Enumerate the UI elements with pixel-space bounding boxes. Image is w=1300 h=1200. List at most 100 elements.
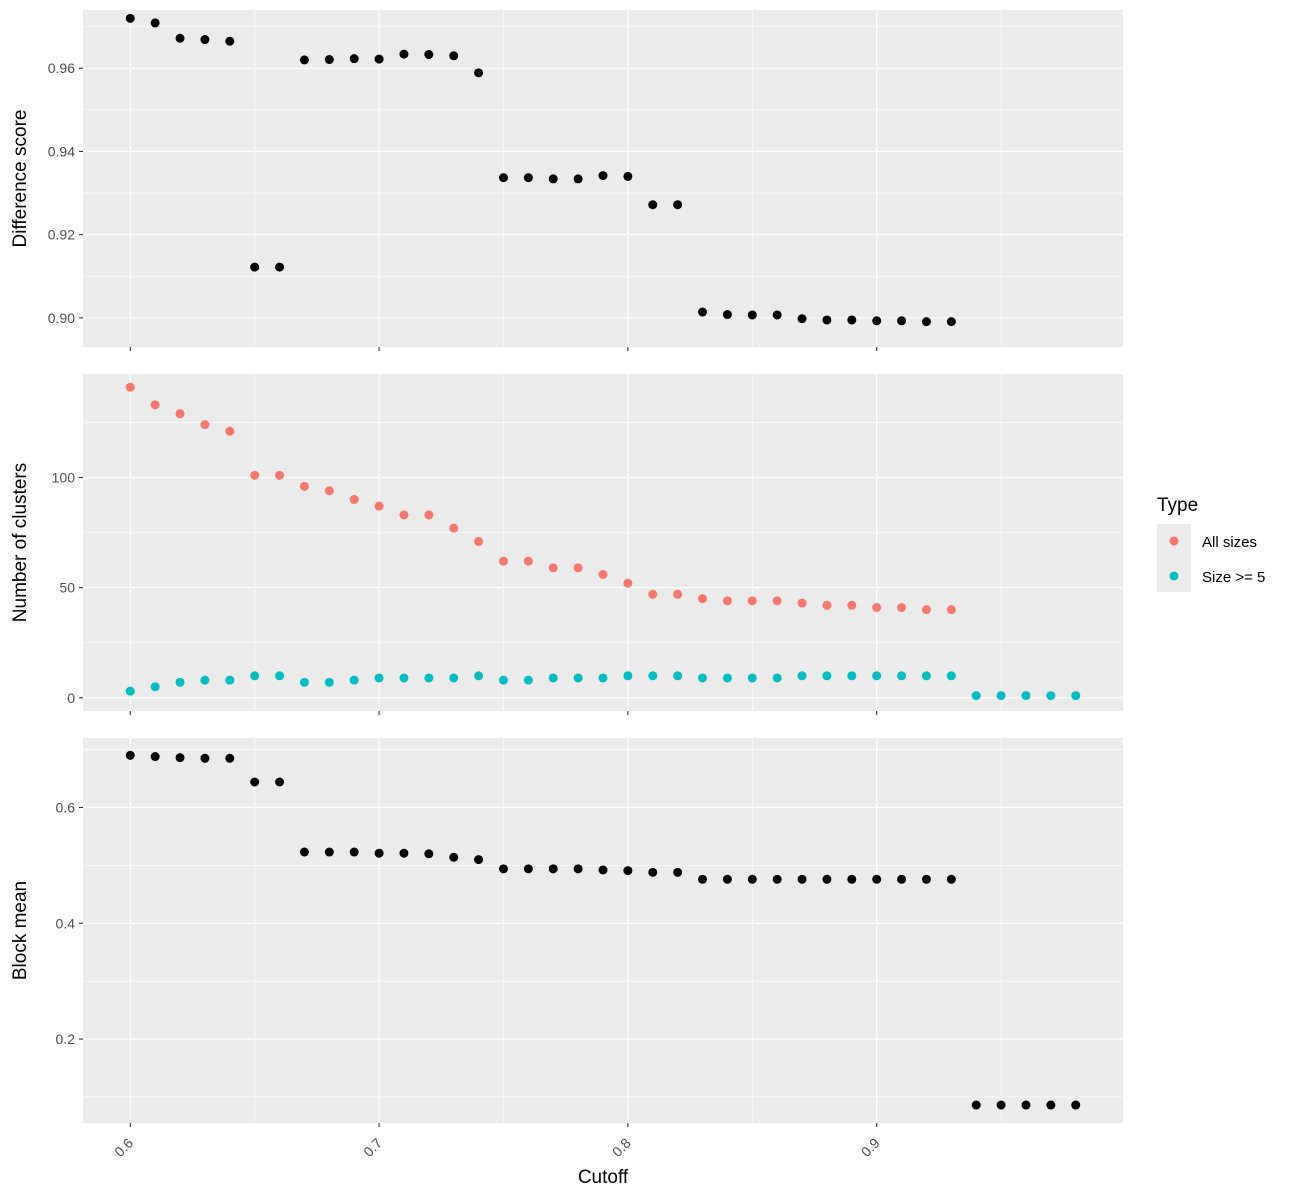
data-point <box>424 849 434 859</box>
data-point <box>747 874 757 884</box>
data-point <box>250 777 260 787</box>
data-point <box>523 556 533 566</box>
grid-lines <box>83 738 1123 1123</box>
data-point <box>200 35 210 45</box>
data-point <box>449 673 459 683</box>
data-point <box>623 578 633 588</box>
data-point <box>648 200 658 210</box>
data-point <box>722 673 732 683</box>
data-point <box>996 691 1006 701</box>
data-point <box>673 589 683 599</box>
data-point <box>598 673 608 683</box>
data-point <box>175 33 185 43</box>
data-point <box>474 855 484 865</box>
data-point <box>1021 691 1031 701</box>
data-point <box>523 675 533 685</box>
data-point <box>225 426 235 436</box>
data-point <box>424 510 434 520</box>
data-point <box>250 262 260 272</box>
data-point <box>847 315 857 325</box>
data-point <box>349 495 359 505</box>
y-axis-ticks: 0 50 100 <box>52 470 83 706</box>
data-point <box>598 171 608 181</box>
data-point <box>548 563 558 573</box>
data-point <box>797 598 807 608</box>
data-points <box>125 750 1081 1110</box>
data-point <box>996 1100 1006 1110</box>
data-point <box>225 675 235 685</box>
data-point <box>872 671 882 681</box>
data-point <box>299 481 309 491</box>
data-point <box>324 847 334 857</box>
panel-number-of-clusters: 0 50 100 Number of clusters <box>10 374 1123 715</box>
data-point <box>1071 1100 1081 1110</box>
data-point <box>225 753 235 763</box>
y-tick-label: 0.4 <box>56 915 76 931</box>
data-point <box>897 316 907 326</box>
data-point <box>673 671 683 681</box>
panel-difference-score: 0.90 0.92 0.94 0.96 Difference score <box>10 10 1123 351</box>
data-point <box>598 865 608 875</box>
y-tick-label: 0.96 <box>48 60 75 76</box>
data-point <box>897 874 907 884</box>
data-point <box>772 874 782 884</box>
data-point <box>921 671 931 681</box>
data-point <box>772 310 782 320</box>
y-tick-label: 0.2 <box>56 1031 76 1047</box>
data-point <box>548 864 558 874</box>
data-point <box>747 310 757 320</box>
data-point <box>498 173 508 183</box>
data-point <box>424 673 434 683</box>
y-tick-label: 0.94 <box>48 143 75 159</box>
x-axis-ticks <box>129 711 878 715</box>
data-point <box>921 605 931 615</box>
data-point <box>648 589 658 599</box>
data-point <box>225 36 235 46</box>
data-point <box>673 200 683 210</box>
data-point <box>449 523 459 533</box>
data-point <box>374 54 384 64</box>
data-point <box>399 673 409 683</box>
data-point <box>847 671 857 681</box>
legend-key-all-sizes <box>1169 536 1179 546</box>
data-point <box>698 673 708 683</box>
data-point <box>474 536 484 546</box>
data-point <box>623 171 633 181</box>
data-point <box>175 409 185 419</box>
legend-title: Type <box>1157 495 1198 516</box>
data-point <box>698 594 708 604</box>
data-point <box>474 68 484 78</box>
y-tick-label: 0.90 <box>48 310 75 326</box>
legend-key-size-ge-5 <box>1169 571 1179 581</box>
data-point <box>822 315 832 325</box>
data-point <box>200 675 210 685</box>
data-point <box>921 874 931 884</box>
data-point <box>200 420 210 430</box>
data-point <box>150 682 160 692</box>
data-point <box>200 753 210 763</box>
data-point <box>648 867 658 877</box>
data-point <box>822 874 832 884</box>
data-point <box>349 847 359 857</box>
data-point <box>399 848 409 858</box>
data-point <box>1046 1100 1056 1110</box>
data-point <box>722 596 732 606</box>
y-axis-ticks: 0.2 0.4 0.6 <box>56 799 83 1047</box>
y-tick-label: 0.92 <box>48 227 75 243</box>
data-point <box>250 470 260 480</box>
data-point <box>573 864 583 874</box>
data-point <box>747 596 757 606</box>
data-point <box>324 677 334 687</box>
data-point <box>573 563 583 573</box>
data-point <box>474 671 484 681</box>
data-point <box>250 671 260 681</box>
data-point <box>498 864 508 874</box>
data-point <box>598 569 608 579</box>
legend: Type All sizes Size >= 5 <box>1157 495 1265 592</box>
data-point <box>971 691 981 701</box>
data-point <box>623 866 633 876</box>
panel-background <box>83 374 1123 711</box>
data-point <box>1046 691 1056 701</box>
data-point <box>125 382 135 392</box>
data-point <box>797 314 807 324</box>
